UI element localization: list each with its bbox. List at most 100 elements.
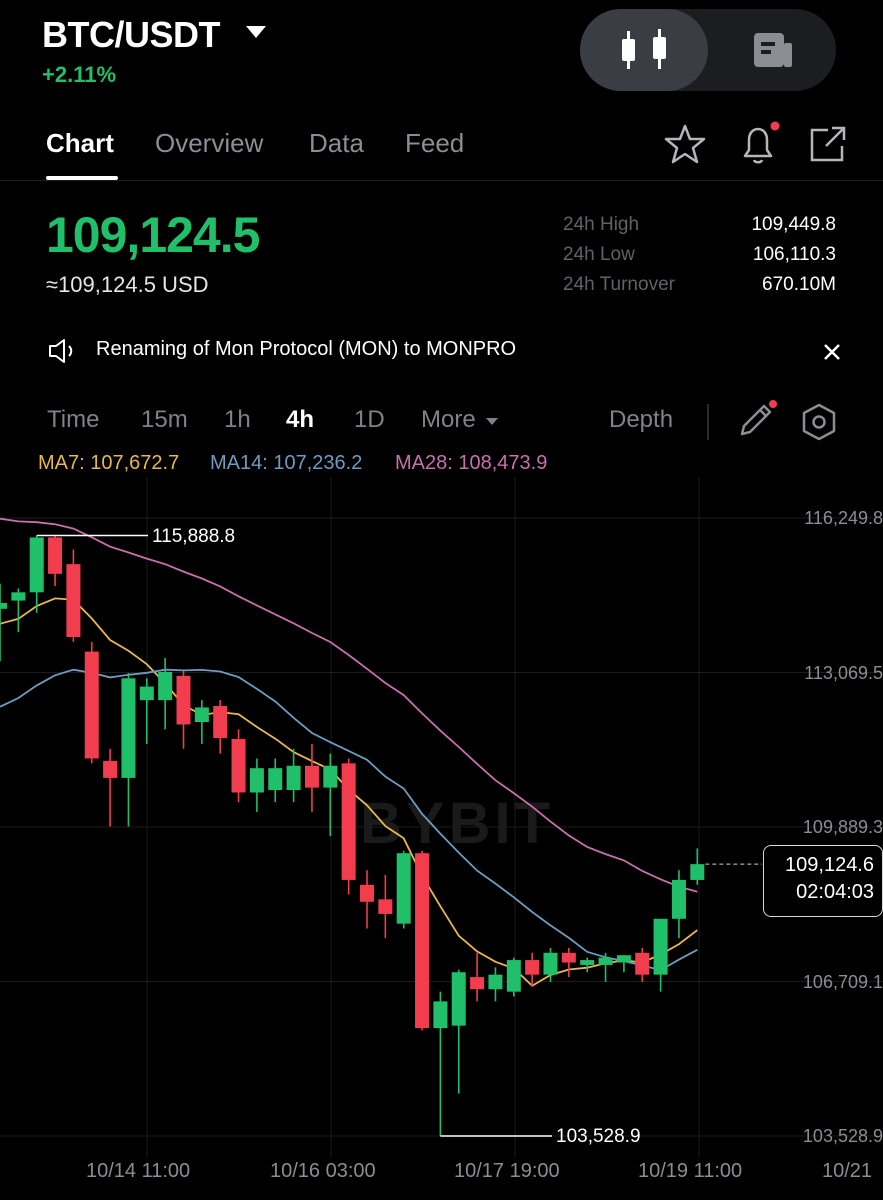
last-price: 109,124.5 [46, 207, 260, 263]
notification-dot [769, 400, 777, 408]
document-icon [754, 33, 792, 67]
candle-body [635, 952, 650, 975]
document-view-button[interactable] [708, 9, 836, 91]
candlestick-view-button[interactable] [580, 9, 708, 91]
tab-feed[interactable]: Feed [405, 128, 465, 158]
tab-overview[interactable]: Overview [155, 128, 264, 158]
star-icon[interactable] [660, 120, 710, 170]
candle-body [84, 651, 99, 759]
depth-button[interactable]: Depth [609, 406, 674, 433]
timeframe-time[interactable]: Time [47, 406, 100, 433]
candle-body [286, 765, 301, 791]
stat-value-turnover: 670.10M [762, 274, 836, 295]
candle-body [48, 537, 63, 574]
x-tick-label: 10/16 03:00 [270, 1160, 376, 1182]
indicator-ma14[interactable]: MA14: 107,236.2 [210, 452, 363, 474]
candle-body [323, 765, 338, 788]
caret-down-icon[interactable] [486, 418, 498, 425]
candle-body [139, 686, 154, 701]
candle-body [11, 592, 26, 601]
low-price-marker: 103,528.9 [556, 1126, 641, 1147]
candle-body [653, 918, 668, 975]
candle-body [451, 972, 466, 1026]
candle-body [433, 1001, 448, 1029]
toolbar-separator [707, 404, 709, 440]
y-tick-label: 103,528.9 [802, 1126, 883, 1146]
candle-body [543, 952, 558, 975]
x-tick-label: 10/17 19:00 [454, 1160, 560, 1182]
candle-body [103, 760, 118, 778]
candle-body [213, 706, 228, 739]
stat-value-high: 109,449.8 [751, 214, 836, 235]
ma14-line [0, 668, 698, 972]
share-icon[interactable] [804, 120, 854, 170]
candle-countdown: 02:04:03 [796, 881, 874, 903]
trading-pair-title[interactable]: BTC/USDT [42, 14, 221, 55]
stat-label-turnover: 24h Turnover [563, 274, 675, 295]
candle-body [671, 879, 686, 919]
tab-chart[interactable]: Chart [46, 128, 114, 158]
candle-body [690, 864, 705, 880]
close-icon[interactable] [820, 340, 844, 364]
candle-body [561, 952, 576, 963]
candle-body [360, 884, 374, 902]
candle-body [598, 957, 613, 965]
candlestick-chart[interactable] [0, 478, 883, 1158]
speaker-icon [49, 339, 73, 363]
bell-icon[interactable] [733, 118, 783, 170]
current-price-box: 109,124.6 02:04:03 [763, 845, 883, 917]
candle-body [341, 763, 356, 880]
x-tick-label: 10/21 [822, 1160, 873, 1182]
candle-body [194, 707, 209, 723]
stat-label-low: 24h Low [563, 244, 635, 265]
candle-body [415, 853, 430, 1029]
candlestick-icon [622, 29, 666, 69]
x-tick-label: 10/19 11:00 [638, 1160, 743, 1182]
candle-body [231, 739, 246, 793]
announcement-text[interactable]: Renaming of Mon Protocol (MON) to MONPRO [96, 338, 517, 360]
candle-body [506, 960, 521, 992]
candle-body [616, 955, 631, 963]
timeframe-1h[interactable]: 1h [224, 406, 251, 433]
current-price-value: 109,124.6 [785, 854, 874, 876]
stat-value-low: 106,110.3 [752, 244, 836, 265]
indicator-ma7[interactable]: MA7: 107,672.7 [38, 452, 180, 474]
candle-body [525, 960, 540, 975]
indicator-ma28[interactable]: MA28: 108,473.9 [395, 452, 548, 474]
candle-body [488, 974, 503, 990]
ma28-line [0, 517, 698, 893]
candle-body [249, 768, 264, 793]
tab-data[interactable]: Data [309, 128, 364, 158]
candle-body [378, 899, 393, 914]
timeframe-15m[interactable]: 15m [141, 406, 188, 433]
price-change-percent: +2.11% [42, 62, 117, 87]
candle-body [304, 765, 319, 788]
candle-body [29, 537, 44, 593]
high-price-marker: 115,888.8 [152, 526, 236, 547]
y-tick-label: 106,709.1 [802, 972, 883, 992]
candle-body [0, 603, 7, 609]
caret-down-icon[interactable] [246, 26, 266, 38]
y-tick-label: 109,889.3 [802, 817, 883, 837]
timeframe-more[interactable]: More [421, 406, 476, 433]
price-usd: ≈109,124.5 USD [46, 272, 209, 297]
candle-body [121, 678, 136, 778]
view-toggle[interactable] [580, 9, 836, 91]
active-tab-indicator [46, 176, 118, 180]
candle-body [580, 960, 595, 965]
candle-body [66, 564, 81, 638]
settings-hexagon-icon[interactable] [800, 402, 838, 442]
timeframe-1d[interactable]: 1D [354, 406, 385, 433]
timeframe-4h[interactable]: 4h [286, 406, 315, 433]
y-tick-label: 113,069.5 [804, 663, 883, 683]
candle-body [176, 675, 191, 725]
candle-body [158, 671, 173, 701]
watermark-logo: BYBIT [360, 791, 554, 856]
candle-body [396, 853, 411, 924]
candle-body [470, 977, 485, 990]
stat-label-high: 24h High [563, 214, 640, 235]
pencil-icon[interactable] [736, 398, 782, 442]
x-tick-label: 10/14 11:00 [86, 1160, 191, 1182]
y-tick-label: 116,249.8 [804, 508, 883, 528]
candle-body [268, 768, 283, 791]
